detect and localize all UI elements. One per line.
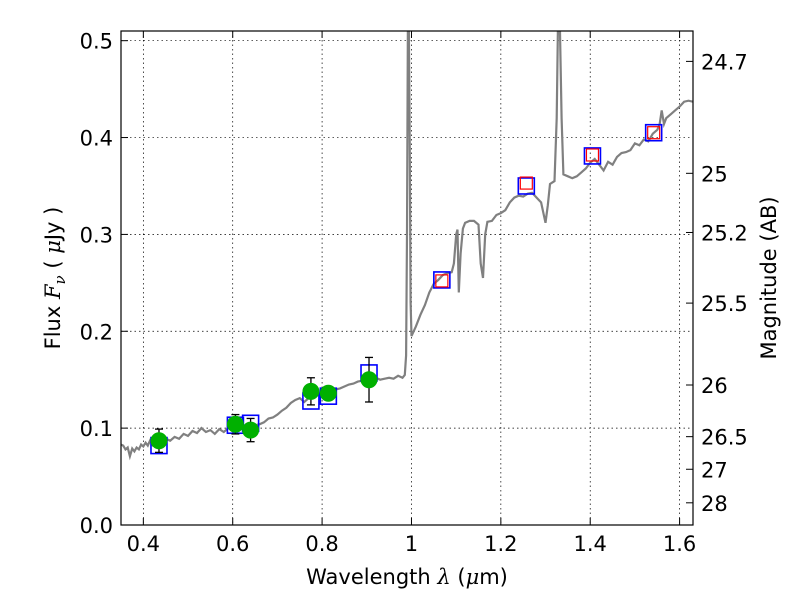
model-photometry-box — [644, 123, 663, 142]
magnitude-tick-label: 24.7 — [701, 50, 748, 74]
magnitude-tick-label: 26 — [701, 374, 728, 398]
observed-optical-point — [360, 371, 378, 389]
observed-optical-point — [302, 382, 320, 400]
observed-optical-points — [150, 356, 378, 454]
model-photometry-box — [517, 177, 536, 195]
magnitude-tick-label: 25.2 — [701, 221, 748, 245]
observed-optical-point — [150, 432, 168, 450]
model-photometry-box — [583, 147, 602, 165]
model-photometry-box — [433, 271, 451, 289]
x-tick-label: 0.4 — [127, 532, 160, 556]
observed-optical-point — [226, 415, 244, 433]
observed-ir-point — [435, 274, 449, 288]
axis-ticks: 0.4 0.6 0.8 1 1.2 1.4 1.6 0.0 0.1 0.2 0.3 0.4 0.5 24.… — [80, 30, 748, 556]
observed-ir-point — [647, 126, 661, 140]
observed-optical-point — [242, 421, 260, 439]
y-tick-label: 0.2 — [80, 320, 113, 344]
magnitude-tick-label: 26.5 — [701, 426, 748, 450]
magnitude-tick-label: 25.5 — [701, 292, 748, 316]
plot-frame — [120, 30, 694, 526]
observed-ir-boxes — [435, 126, 661, 288]
observed-ir-point — [519, 176, 533, 190]
x-tick-label: 1.6 — [663, 532, 696, 556]
x-axis-title: Wavelength λ (μm) — [306, 565, 508, 589]
x-tick-label: 0.6 — [216, 532, 249, 556]
y-tick-label: 0.5 — [80, 30, 113, 54]
x-tick-label: 1 — [405, 532, 418, 556]
observed-optical-point — [319, 384, 337, 402]
y-tick-label: 0.3 — [80, 223, 113, 247]
x-tick-label: 0.8 — [305, 532, 338, 556]
model-spectrum-line — [121, 31, 693, 461]
magnitude-tick-label: 25 — [701, 162, 728, 186]
magnitude-axis-title: Magnitude (AB) — [757, 196, 781, 359]
magnitude-tick-label: 28 — [701, 492, 728, 516]
x-tick-label: 1.2 — [484, 532, 517, 556]
y-axis-title: Flux Fν ( μJy ) — [41, 207, 69, 350]
y-tick-label: 0.1 — [80, 417, 113, 441]
x-tick-label: 1.4 — [574, 532, 607, 556]
y-tick-label: 0.0 — [80, 514, 113, 538]
y-tick-label: 0.4 — [80, 127, 113, 151]
magnitude-tick-label: 27 — [701, 458, 728, 482]
observed-ir-point — [585, 148, 600, 162]
